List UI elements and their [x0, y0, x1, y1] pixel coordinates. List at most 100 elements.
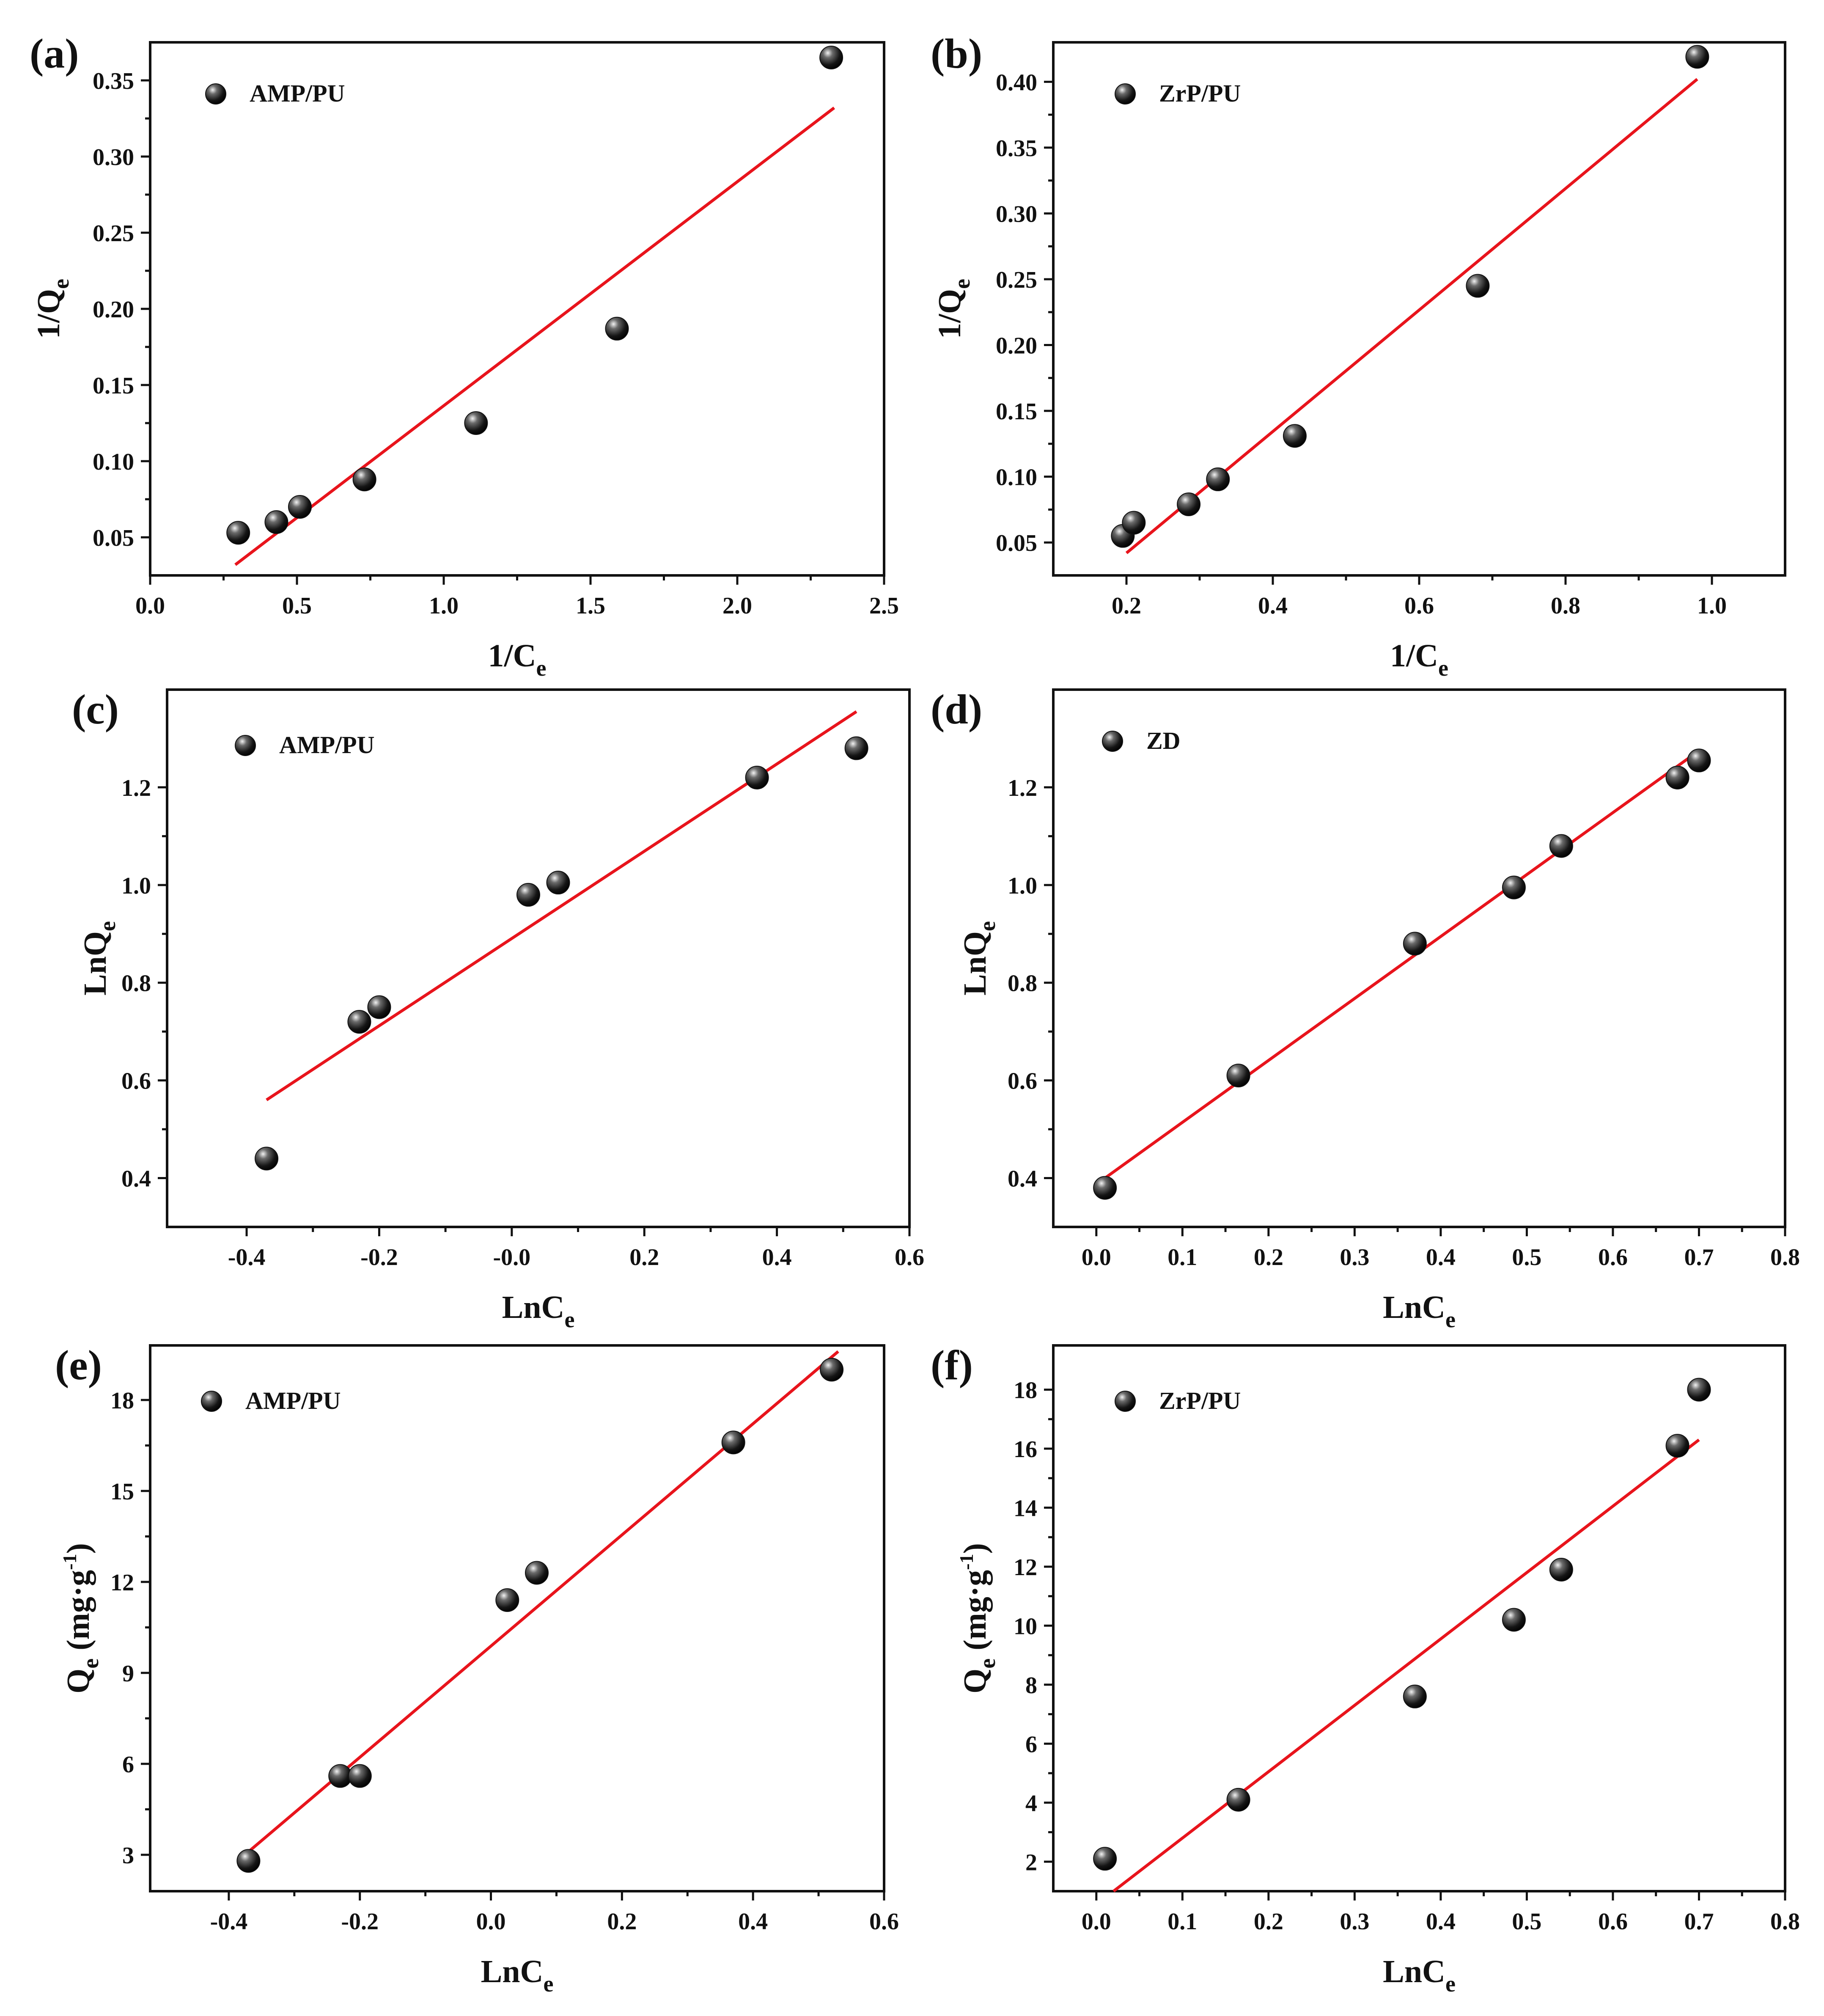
- x-tick-label: 0.0: [135, 593, 165, 619]
- x-tick-label: 0.2: [1112, 593, 1141, 619]
- x-tick-label: 0.4: [762, 1244, 792, 1271]
- data-point: [1177, 492, 1201, 516]
- x-tick-label: -0.4: [228, 1244, 266, 1271]
- data-point: [844, 736, 868, 760]
- x-tick-label: 0.3: [1340, 1244, 1369, 1271]
- y-tick-label: 18: [110, 1388, 134, 1414]
- data-point: [348, 1764, 372, 1788]
- y-axis-title: LnQe: [77, 921, 120, 996]
- data-point: [288, 495, 312, 519]
- x-tick-label: 0.2: [629, 1244, 659, 1271]
- fit-line: [1113, 1438, 1700, 1892]
- data-point: [1665, 1434, 1689, 1458]
- x-axis-title: LnCe: [1383, 1290, 1456, 1332]
- y-tick-label: 0.8: [121, 971, 151, 997]
- data-point: [721, 1430, 745, 1455]
- fit-line: [234, 107, 835, 566]
- data-point: [1283, 424, 1307, 448]
- data-point: [820, 1358, 844, 1382]
- y-tick-label: 15: [110, 1479, 134, 1505]
- legend-label: AMP/PU: [279, 731, 375, 759]
- y-tick-label: 0.20: [93, 297, 134, 323]
- y-tick-label: 1.0: [121, 873, 151, 899]
- x-tick-label: -0.0: [493, 1244, 530, 1271]
- x-tick-label: 0.6: [1598, 1244, 1628, 1271]
- x-tick-label: 0.0: [476, 1909, 506, 1935]
- x-tick-label: 2.5: [869, 593, 899, 619]
- data-point: [1403, 932, 1427, 956]
- y-tick-label: 0.05: [93, 525, 134, 551]
- x-tick-label: -0.2: [341, 1909, 379, 1935]
- y-tick-label: 12: [1014, 1554, 1037, 1581]
- data-point: [1502, 875, 1526, 899]
- legend-label: ZD: [1146, 727, 1181, 754]
- data-point: [1685, 45, 1709, 69]
- panel-label: (b): [931, 30, 982, 77]
- data-point: [1226, 1064, 1250, 1088]
- x-tick-label: 0.3: [1340, 1909, 1369, 1935]
- y-tick-label: 8: [1025, 1672, 1037, 1699]
- y-tick-label: 2: [1025, 1849, 1037, 1876]
- x-tick-label: 0.7: [1684, 1244, 1714, 1271]
- x-tick-label: 2.0: [722, 593, 752, 619]
- x-tick-label: 0.1: [1167, 1244, 1197, 1271]
- x-axis-title: LnCe: [502, 1290, 575, 1332]
- y-axis-title: LnQe: [957, 921, 1000, 996]
- x-axis-title: 1/Ce: [488, 638, 547, 681]
- plot-frame: [149, 41, 885, 577]
- data-point: [1466, 274, 1490, 298]
- y-tick-label: 0.10: [93, 449, 134, 475]
- x-tick-label: 0.5: [282, 593, 312, 619]
- x-tick-label: 0.6: [869, 1909, 899, 1935]
- x-tick-label: 0.2: [1254, 1909, 1283, 1935]
- plot-frame: [149, 1344, 885, 1892]
- x-tick-label: 0.8: [1551, 593, 1580, 619]
- data-point: [605, 316, 629, 341]
- x-tick-label: 0.5: [1512, 1244, 1541, 1271]
- panel-c: (c) -0.4 -0.2 -0.0 0.2 0.4 0.6 0.4 0.6 0.8 1.0 1.2 L…: [72, 686, 924, 1332]
- y-tick-label: 0.05: [996, 530, 1037, 556]
- data-point: [236, 1849, 261, 1873]
- data-point: [347, 1010, 371, 1034]
- x-tick-label: 0.4: [738, 1909, 768, 1935]
- x-tick-label: 0.4: [1258, 593, 1288, 619]
- data-point: [1403, 1684, 1427, 1708]
- data-point: [264, 510, 288, 534]
- x-tick-label: 0.8: [1770, 1244, 1800, 1271]
- y-tick-label: 6: [1025, 1731, 1037, 1757]
- y-tick-label: 1.0: [1008, 873, 1037, 899]
- x-tick-label: 1.0: [1697, 593, 1727, 619]
- data-point: [1093, 1176, 1117, 1200]
- data-point: [1665, 765, 1689, 789]
- y-tick-label: 4: [1025, 1790, 1037, 1817]
- data-point: [1549, 834, 1573, 858]
- y-tick-label: 0.15: [996, 399, 1037, 425]
- x-tick-label: -0.2: [360, 1244, 398, 1271]
- y-tick-label: 0.6: [121, 1068, 151, 1095]
- fit-line: [1104, 749, 1700, 1180]
- panel-label: (a): [30, 30, 79, 77]
- y-tick-label: 0.6: [1008, 1068, 1037, 1095]
- panel-f: (f) 0.0 0.1 0.2 0.3 0.4 0.5 0.6 0.7 0.8 2 4 6 8 10 12 14…: [931, 1342, 1800, 1997]
- y-axis-title: 1/Qe: [31, 279, 74, 339]
- x-tick-label: 0.5: [1512, 1909, 1541, 1935]
- legend-marker: [1115, 83, 1136, 105]
- legend-label: ZrP/PU: [1159, 80, 1241, 107]
- y-tick-label: 0.35: [996, 135, 1037, 162]
- x-tick-label: 0.7: [1684, 1909, 1714, 1935]
- legend-marker: [205, 83, 226, 105]
- x-tick-label: 0.4: [1426, 1909, 1456, 1935]
- panel-label: (d): [931, 686, 982, 733]
- data-point: [745, 765, 769, 789]
- legend-marker: [1115, 1391, 1136, 1412]
- x-tick-label: 1.5: [576, 593, 605, 619]
- data-point: [546, 871, 570, 895]
- x-tick-label: 0.6: [895, 1244, 924, 1271]
- y-axis-title: Qe (mg·g-1): [59, 1543, 103, 1694]
- data-point: [1206, 467, 1230, 491]
- x-tick-label: 0.1: [1167, 1909, 1197, 1935]
- panel-label: (f): [931, 1342, 973, 1389]
- y-axis-title: Qe (mg·g-1): [956, 1543, 1000, 1694]
- data-point: [255, 1147, 279, 1171]
